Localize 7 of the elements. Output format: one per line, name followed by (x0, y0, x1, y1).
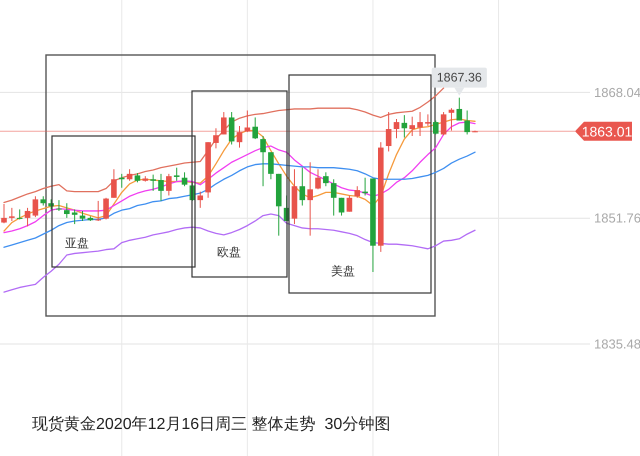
annotation: 欧盘 (217, 245, 241, 259)
ref-line-label: 1863.01 (582, 123, 633, 140)
annotation: 亚盘 (65, 236, 89, 250)
ref-line-label: 1863.01 (575, 122, 632, 141)
title: 现货黄金2020年12月16日周三 整体走势 30分钟图 (32, 416, 390, 433)
annotation: 1867.36 (436, 70, 482, 85)
annotation: 美盘 (331, 264, 355, 278)
